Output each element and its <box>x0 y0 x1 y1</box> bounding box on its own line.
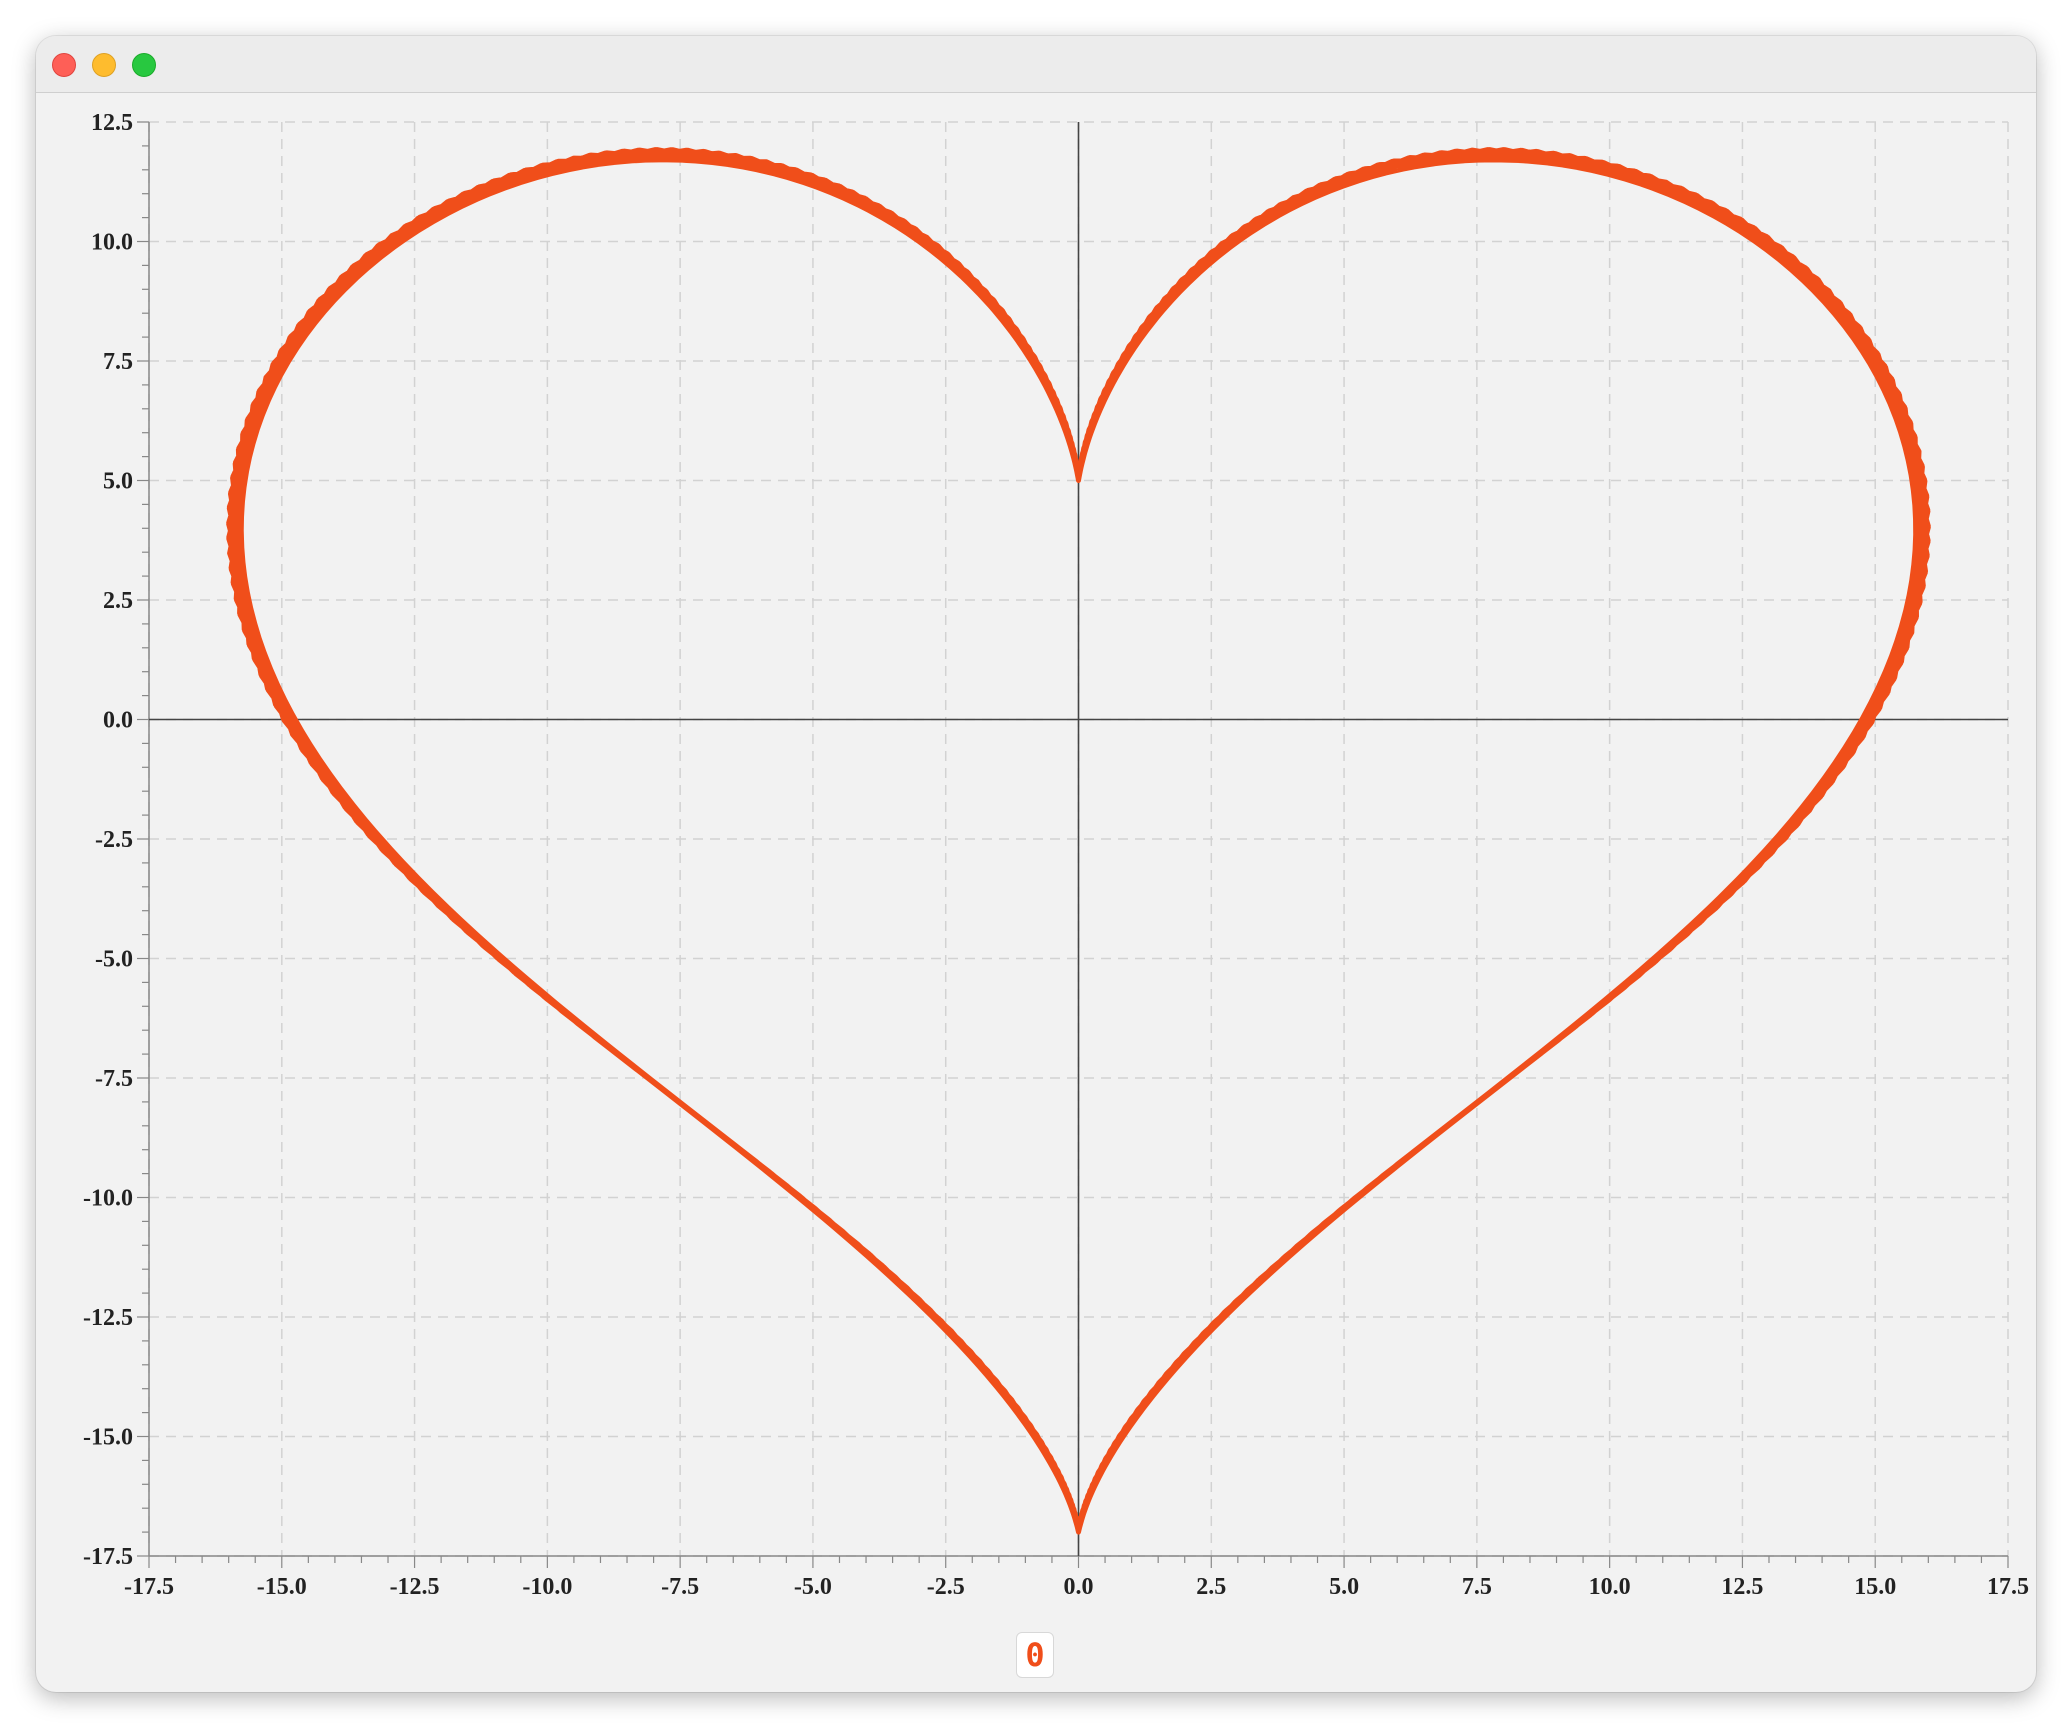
y-tick-label: -2.5 <box>95 827 133 853</box>
y-tick-label: -5.0 <box>95 947 133 973</box>
close-window-button[interactable] <box>52 53 76 77</box>
legend-label: 0 <box>1025 1636 1045 1674</box>
x-tick-label: -12.5 <box>390 1574 440 1600</box>
y-tick-label: 10.0 <box>91 230 133 256</box>
y-tick-label: 7.5 <box>103 349 133 375</box>
x-tick-label: 5.0 <box>1329 1574 1359 1600</box>
minimize-window-button[interactable] <box>92 53 116 77</box>
y-tick-label: 0.0 <box>103 708 133 734</box>
x-tick-label: 15.0 <box>1854 1574 1896 1600</box>
x-tick-label: 17.5 <box>1987 1574 2029 1600</box>
y-tick-label: -15.0 <box>83 1425 133 1451</box>
y-tick-label: 12.5 <box>91 110 133 136</box>
y-tick-label: -17.5 <box>83 1544 133 1570</box>
line-chart: -17.5 -15.0 -12.5 -10.0 -7.5 -5.0 -2.5 0.0 2.5 5.… <box>83 110 2029 1600</box>
x-tick-label: -2.5 <box>927 1574 965 1600</box>
series-0-line <box>226 147 1931 1535</box>
x-tick-label: -15.0 <box>257 1574 307 1600</box>
x-tick-label: 12.5 <box>1721 1574 1763 1600</box>
y-tick-label: -10.0 <box>83 1186 133 1212</box>
x-tick-label: -10.0 <box>522 1574 572 1600</box>
x-tick-label: -17.5 <box>124 1574 174 1600</box>
x-tick-label: 0.0 <box>1064 1574 1094 1600</box>
app-window: -17.5 -15.0 -12.5 -10.0 -7.5 -5.0 -2.5 0.0 2.5 5.… <box>36 36 2036 1692</box>
legend-item-series-0[interactable]: 0 <box>1016 1632 1054 1678</box>
y-tick-label: 5.0 <box>103 469 133 495</box>
x-tick-label: 2.5 <box>1196 1574 1226 1600</box>
axes <box>137 121 2009 1568</box>
x-tick-label: 10.0 <box>1589 1574 1631 1600</box>
maximize-window-button[interactable] <box>132 53 156 77</box>
x-tick-label: -7.5 <box>661 1574 699 1600</box>
tick-labels: -17.5 -15.0 -12.5 -10.0 -7.5 -5.0 -2.5 0.0 2.5 5.… <box>83 110 2029 1600</box>
y-tick-label: 2.5 <box>103 588 133 614</box>
x-tick-label: -5.0 <box>794 1574 832 1600</box>
y-tick-label: -7.5 <box>95 1066 133 1092</box>
x-tick-label: 7.5 <box>1462 1574 1492 1600</box>
series-layer <box>226 147 1931 1535</box>
y-tick-label: -12.5 <box>83 1305 133 1331</box>
title-bar <box>36 36 2036 93</box>
